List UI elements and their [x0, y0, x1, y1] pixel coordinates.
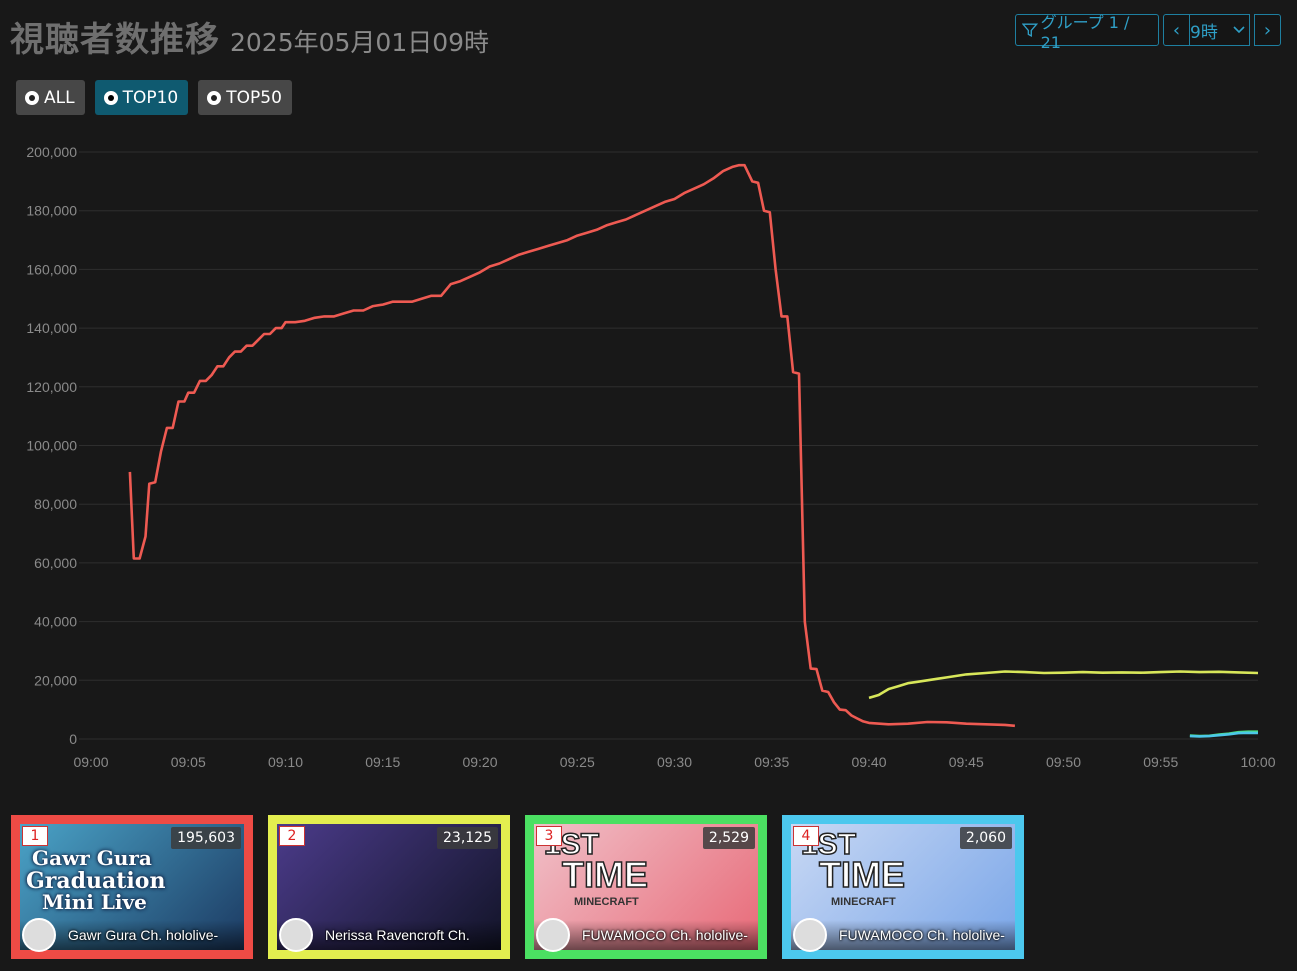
radio-icon: [103, 90, 118, 105]
thumbnail-text: MINECRAFT: [831, 896, 896, 908]
x-tick-label: 09:25: [560, 754, 595, 770]
x-tick-label: 09:40: [851, 754, 886, 770]
y-tick-label: 180,000: [26, 203, 77, 219]
thumbnail-text: Gawr Gura: [32, 846, 152, 870]
group-label: グループ 1 / 21: [1040, 12, 1130, 52]
y-tick-label: 80,000: [34, 496, 77, 512]
thumbnail-text: TIME: [818, 853, 906, 896]
x-tick-label: 09:15: [365, 754, 400, 770]
y-tick-label: 0: [69, 731, 77, 747]
y-tick-label: 20,000: [34, 672, 77, 688]
prev-hour-button[interactable]: ‹: [1163, 14, 1190, 46]
ranking-card[interactable]: 1ST TIME MINECRAFT 3 2,529 FUWAMOCO Ch. holol…: [525, 815, 767, 959]
x-tick-label: 09:35: [754, 754, 789, 770]
page-date: 2025年05月01日09時: [230, 28, 490, 57]
x-tick-label: 09:00: [73, 754, 108, 770]
channel-name: Nerissa Ravencroft Ch.: [325, 927, 470, 943]
filter-top50-label: TOP50: [226, 87, 282, 108]
thumbnail-text: Mini Live: [42, 890, 147, 914]
rank-badge: 3: [536, 826, 562, 846]
viewer-count-badge: 2,060: [959, 827, 1012, 849]
channel-bar: FUWAMOCO Ch. hololive-: [534, 918, 758, 952]
rank-badge: 1: [22, 826, 48, 846]
thumbnail-text: MINECRAFT: [574, 896, 639, 908]
ranking-card[interactable]: 1ST TIME MINECRAFT 4 2,060 FUWAMOCO Ch. holol…: [782, 815, 1024, 959]
chevron-right-icon: ›: [1263, 19, 1272, 41]
x-tick-label: 09:45: [949, 754, 984, 770]
ranking-cards: Gawr Gura Graduation Mini Live 1 195,603 Gawr…: [11, 815, 1024, 959]
thumbnail-text: Graduation: [26, 868, 166, 894]
channel-bar: Gawr Gura Ch. hololive-: [20, 918, 244, 952]
rank-badge: 2: [279, 826, 305, 846]
series-line-1: [128, 163, 1016, 728]
hour-select[interactable]: 9時: [1190, 14, 1250, 46]
filter-all-label: ALL: [44, 87, 75, 108]
viewer-count-badge: 23,125: [437, 827, 498, 849]
hour-value: 9時: [1190, 22, 1218, 43]
filter-icon: [1022, 23, 1038, 37]
next-hour-button[interactable]: ›: [1254, 14, 1281, 46]
group-filter-button[interactable]: グループ 1 / 21: [1015, 13, 1159, 52]
page-title: 視聴者数推移: [10, 20, 220, 60]
series-line-4: [1189, 731, 1259, 738]
channel-name: FUWAMOCO Ch. hololive-: [582, 927, 748, 943]
x-tick-label: 09:50: [1046, 754, 1081, 770]
channel-bar: Nerissa Ravencroft Ch.: [277, 918, 501, 952]
y-tick-label: 100,000: [26, 438, 77, 454]
thumbnail-text: TIME: [561, 853, 649, 896]
y-tick-label: 140,000: [26, 320, 77, 336]
viewer-count-chart: 200,000 180,000 160,000 140,000 120,000 100,0…: [26, 144, 1275, 770]
x-tick-label: 09:05: [171, 754, 206, 770]
y-tick-label: 60,000: [34, 555, 77, 571]
filter-top10[interactable]: TOP10: [94, 80, 189, 115]
y-tick-label: 120,000: [26, 379, 77, 395]
radio-icon: [207, 90, 222, 105]
y-tick-label: 160,000: [26, 261, 77, 277]
x-tick-label: 09:30: [657, 754, 692, 770]
viewer-count-badge: 195,603: [171, 827, 241, 849]
filter-all[interactable]: ALL: [16, 80, 85, 115]
rank-badge: 4: [793, 826, 819, 846]
series-line-2: [868, 670, 1259, 700]
avatar: [793, 918, 827, 952]
x-tick-label: 10:00: [1240, 754, 1275, 770]
avatar: [536, 918, 570, 952]
filter-top10-label: TOP10: [122, 87, 179, 108]
channel-name: FUWAMOCO Ch. hololive-: [839, 927, 1005, 943]
page-header: 視聴者数推移 2025年05月01日09時: [10, 12, 489, 61]
channel-name: Gawr Gura Ch. hololive-: [68, 927, 219, 943]
x-tick-label: 09:10: [268, 754, 303, 770]
avatar: [279, 918, 313, 952]
filter-top50[interactable]: TOP50: [198, 80, 292, 115]
x-tick-label: 09:20: [462, 754, 497, 770]
x-tick-label: 09:55: [1143, 754, 1178, 770]
y-tick-label: 40,000: [34, 614, 77, 630]
top-controls: グループ 1 / 21 ‹ 9時 ›: [1015, 13, 1281, 52]
range-filter-group: ALL TOP10 TOP50: [16, 80, 292, 115]
channel-bar: FUWAMOCO Ch. hololive-: [791, 918, 1015, 952]
viewer-count-badge: 2,529: [702, 827, 755, 849]
radio-icon: [25, 90, 39, 105]
ranking-card[interactable]: 2 23,125 Nerissa Ravencroft Ch.: [268, 815, 510, 959]
ranking-card[interactable]: Gawr Gura Graduation Mini Live 1 195,603 Gawr…: [11, 815, 253, 959]
chevron-left-icon: ‹: [1172, 19, 1181, 41]
avatar: [22, 918, 56, 952]
y-tick-label: 200,000: [26, 144, 77, 160]
chevron-down-icon: [1233, 26, 1245, 34]
